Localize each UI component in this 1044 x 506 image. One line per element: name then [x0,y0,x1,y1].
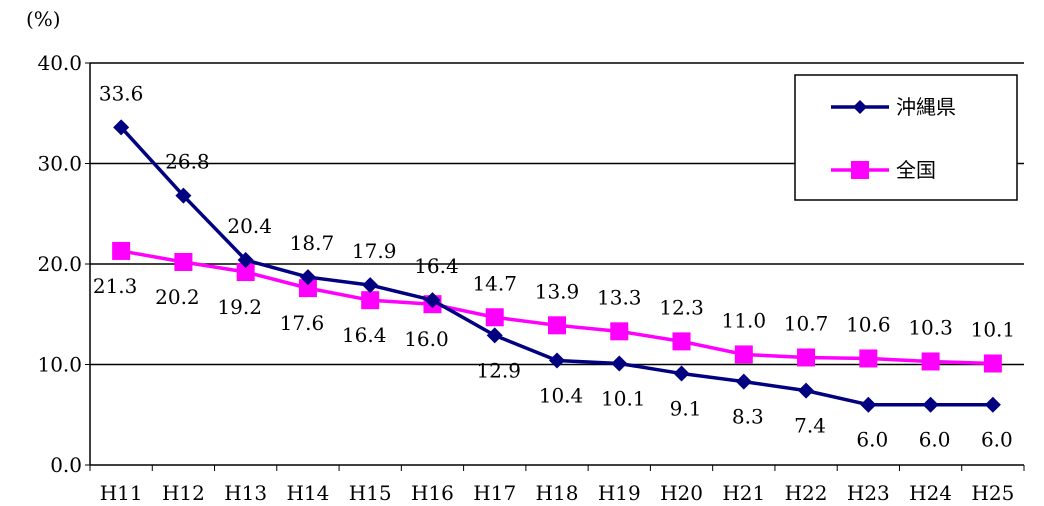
x-tick-label: H14 [286,481,329,505]
x-tick-label: H12 [162,481,205,505]
data-label-okinawa: 18.7 [290,231,335,255]
legend-label-okinawa: 沖縄県 [896,95,956,119]
data-label-national: 10.6 [846,312,891,336]
x-tick-label: H19 [598,481,641,505]
data-point-okinawa [984,396,1001,413]
data-point-okinawa [362,277,379,294]
x-tick-label: H25 [971,481,1014,505]
x-tick-label: H18 [536,481,579,505]
x-tick-label: H20 [660,481,703,505]
data-point-national [548,316,566,335]
data-label-national: 12.3 [659,295,704,319]
data-label-national: 10.7 [784,311,829,335]
data-labels: 33.6 26.8 20.4 18.7 17.9 16.4 12.9 10.4 10.1 9.1 8… [93,81,1015,451]
y-tick-label: 30.0 [37,152,82,176]
y-axis-unit-label: (%) [26,7,61,31]
data-point-okinawa [735,373,752,390]
data-point-national [174,252,193,271]
x-tick-label: H15 [349,481,392,505]
x-tick-label: H11 [100,481,143,505]
x-tick-label: H17 [473,481,516,505]
data-label-okinawa: 6.0 [856,428,888,452]
x-tick-label: H16 [411,481,454,505]
legend-marker-national [851,161,869,179]
data-point-okinawa [860,396,877,413]
x-tick-label: H13 [224,481,267,505]
data-point-national [610,322,629,341]
data-label-okinawa: 16.4 [414,254,459,278]
data-label-okinawa: 20.4 [227,214,272,238]
data-point-national [485,308,504,327]
y-tick-labels: 0.0 10.0 20.0 30.0 40.0 [37,51,82,477]
data-label-national: 10.1 [971,317,1016,341]
data-point-okinawa [673,365,690,382]
data-label-national: 13.3 [597,285,642,309]
x-tick-label: H23 [847,481,890,505]
data-point-national [859,349,878,368]
data-point-national [797,348,816,367]
data-point-okinawa [611,355,628,372]
legend: 沖縄県 全国 [794,74,1018,201]
series-layer [112,119,1002,413]
data-point-okinawa [486,327,503,344]
x-tick-label: H22 [785,481,828,505]
data-label-national: 13.9 [535,279,580,303]
data-label-okinawa: 10.1 [601,386,646,410]
data-label-national: 14.7 [472,271,517,295]
data-point-national [361,291,380,310]
legend-label-national: 全国 [896,158,936,182]
data-point-okinawa [922,396,939,413]
axes [85,62,1025,471]
data-point-national [734,345,753,364]
data-point-okinawa [299,269,316,286]
data-point-national [236,263,255,282]
x-tick-labels: H11 H12 H13 H14 H15 H16 H17 H18 H19 H20 H21 H22 H23 H… [100,481,1015,505]
data-point-okinawa [798,382,815,399]
legend-marker-okinawa [853,100,867,114]
data-label-okinawa: 12.9 [476,358,521,382]
data-point-okinawa [113,119,130,136]
data-label-national: 11.0 [722,308,767,332]
data-label-national: 20.2 [155,285,200,309]
data-label-okinawa: 17.9 [352,239,397,263]
data-label-national: 21.3 [93,274,138,298]
y-tick-label: 10.0 [37,353,82,377]
data-label-national: 16.0 [404,327,449,351]
data-label-national: 19.2 [217,295,262,319]
data-point-national [112,241,131,260]
data-label-okinawa: 26.8 [165,150,210,174]
data-label-okinawa: 7.4 [794,414,826,438]
data-point-national [983,354,1002,373]
data-label-national: 10.3 [908,315,953,339]
x-tick-label: H24 [909,481,952,505]
data-label-national: 17.6 [280,311,325,335]
x-tick-label: H21 [722,481,765,505]
data-point-national [298,279,317,298]
data-label-okinawa: 33.6 [99,81,144,105]
y-tick-label: 20.0 [37,252,82,276]
data-label-okinawa: 6.0 [919,428,951,452]
data-point-okinawa [549,352,565,369]
data-label-okinawa: 6.0 [981,428,1013,452]
data-label-national: 16.4 [342,323,387,347]
data-point-national [921,352,940,371]
y-tick-label: 0.0 [50,453,82,477]
y-tick-label: 40.0 [37,51,82,75]
data-point-okinawa [237,251,254,268]
data-point-okinawa [424,292,441,309]
legend-box [794,74,1018,201]
data-point-national [672,332,691,351]
data-label-okinawa: 9.1 [670,397,702,421]
data-point-okinawa [175,187,192,204]
data-label-okinawa: 8.3 [732,405,764,429]
data-label-okinawa: 10.4 [539,383,584,407]
